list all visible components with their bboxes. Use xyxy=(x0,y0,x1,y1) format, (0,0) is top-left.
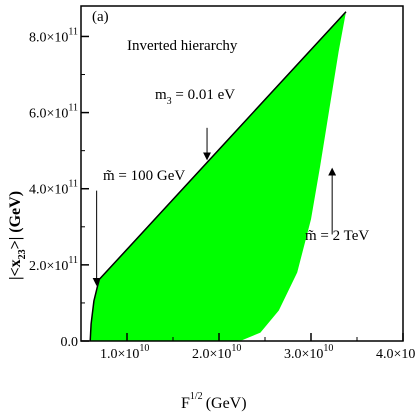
y-tick-label-mantissa: 2.0×10 xyxy=(29,259,68,274)
x-axis-label: F1/2 (GeV) xyxy=(181,391,247,412)
annotation-value: = 2 TeV xyxy=(317,228,370,244)
chart-title: Inverted hierarchy xyxy=(127,38,238,54)
x-axis-label-base: F xyxy=(181,395,190,412)
x-tick-label: 2.0×1010 xyxy=(192,343,241,362)
plot-frame xyxy=(80,5,404,342)
y-tick-label: 4.0×1011 xyxy=(29,179,78,198)
annotation-value: = 100 GeV xyxy=(115,168,186,184)
y-tick-label-exponent: 11 xyxy=(68,255,78,266)
y-tick-label-exponent: 11 xyxy=(68,103,78,114)
y-tick-label-mantissa: 6.0×10 xyxy=(29,107,68,122)
x-tick-label: 3.0×1010 xyxy=(284,343,333,362)
upper-boundary-line xyxy=(89,11,347,342)
y-tick-label-exponent: 11 xyxy=(68,179,78,190)
x-tick-label-mantissa: 4.0×10 xyxy=(376,347,415,362)
annotation-symbol: m xyxy=(155,87,167,103)
x-tick-label-exponent: 10 xyxy=(231,343,241,354)
y-tick-label-mantissa: 8.0×10 xyxy=(29,30,68,45)
y-axis-label-sub: 23 xyxy=(17,249,28,259)
panel-label: (a) xyxy=(92,9,109,25)
x-axis-label-sup: 1/2 xyxy=(190,391,203,402)
y-tick-label-mantissa: 0.0 xyxy=(61,335,79,350)
annotation-subscript: 3 xyxy=(167,96,172,107)
y-tick-label-mantissa: 4.0×10 xyxy=(29,183,68,198)
x-tick-label-mantissa: 2.0×10 xyxy=(192,347,231,362)
y-axis-label: |<x23>| (GeV) xyxy=(7,191,28,280)
x-tick-label: 1.0×1010 xyxy=(100,343,149,362)
x-axis-label-unit: (GeV) xyxy=(206,395,247,412)
y-tick-label: 2.0×1011 xyxy=(29,255,78,274)
y-tick-label: 8.0×1011 xyxy=(29,26,78,45)
annotation-label: m3 = 0.01 eV xyxy=(155,87,235,107)
annotation-label: m̃ = 100 GeV xyxy=(103,168,185,184)
y-axis-label-prefix: |<x xyxy=(7,259,24,280)
x-tick-label-mantissa: 1.0×10 xyxy=(100,347,139,362)
y-axis-label-suffix: >| (GeV) xyxy=(7,191,24,249)
x-tick-label: 4.0×1010 xyxy=(376,343,415,362)
x-tick-label-mantissa: 3.0×10 xyxy=(284,347,323,362)
annotation-label: m̃ = 2 TeV xyxy=(305,228,369,244)
y-tick-label: 6.0×1011 xyxy=(29,103,78,122)
annotation-symbol: m̃ xyxy=(305,228,317,244)
annotation-symbol: m̃ xyxy=(103,168,115,184)
x-tick-label-exponent: 10 xyxy=(323,343,333,354)
allowed-region xyxy=(90,11,346,341)
y-tick-label-exponent: 11 xyxy=(68,26,78,37)
region-layer xyxy=(89,11,347,342)
annotation-value: = 0.01 eV xyxy=(172,87,236,103)
y-tick-label: 0.0 xyxy=(61,335,79,350)
x-tick-label-exponent: 10 xyxy=(139,343,149,354)
